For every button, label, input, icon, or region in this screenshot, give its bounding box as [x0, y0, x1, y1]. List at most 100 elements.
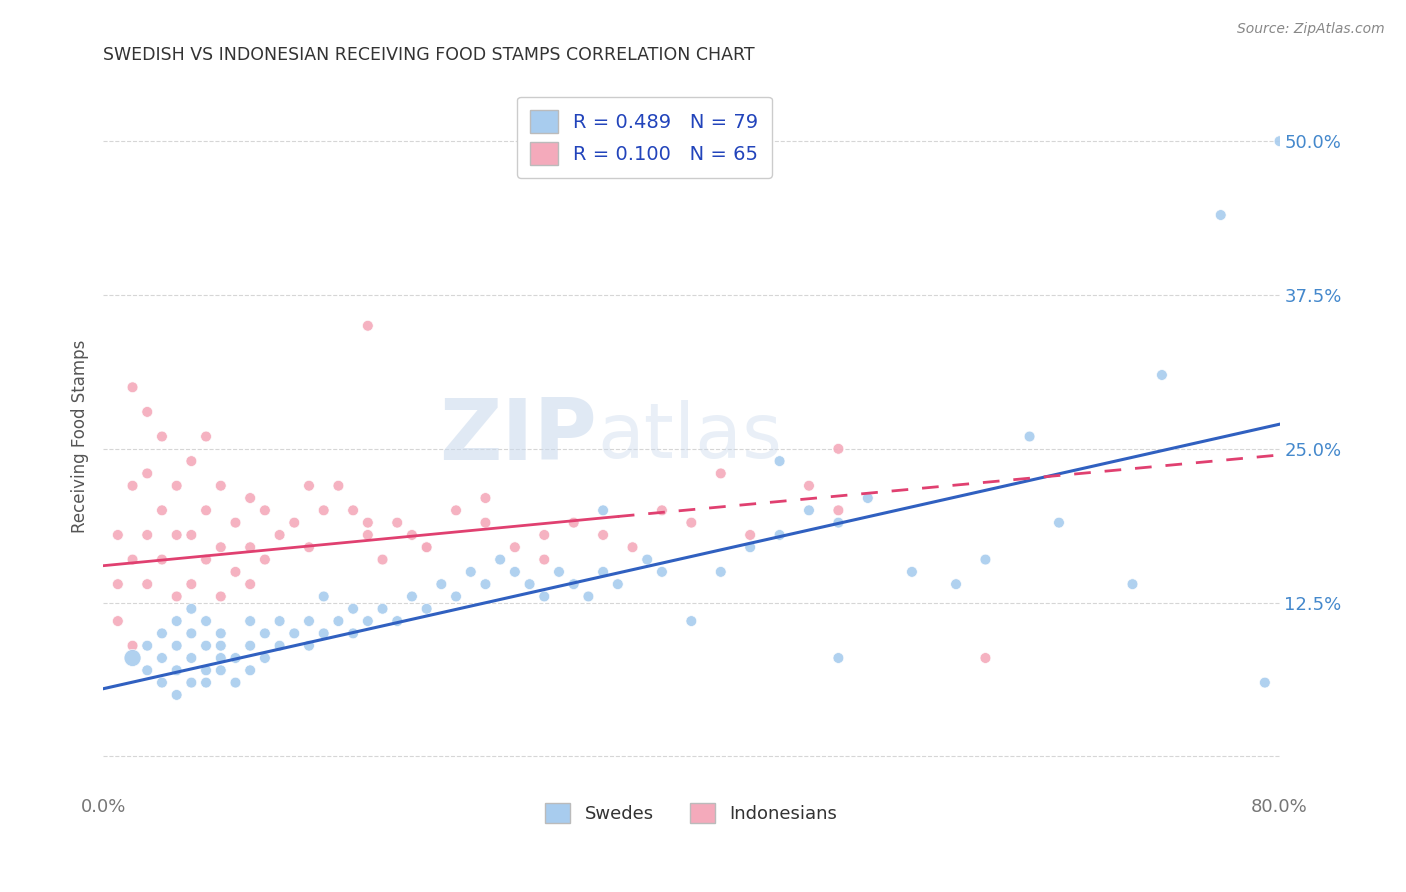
Point: [239, 639, 262, 653]
Point: [371, 552, 394, 566]
Point: [1254, 675, 1277, 690]
Legend: Swedes, Indonesians: Swedes, Indonesians: [534, 792, 848, 834]
Point: [503, 565, 526, 579]
Point: [562, 577, 585, 591]
Point: [797, 503, 820, 517]
Point: [797, 479, 820, 493]
Point: [195, 663, 218, 677]
Point: [401, 590, 423, 604]
Point: [253, 626, 276, 640]
Point: [121, 651, 143, 665]
Point: [503, 541, 526, 555]
Point: [1209, 208, 1232, 222]
Point: [209, 479, 232, 493]
Text: SWEDISH VS INDONESIAN RECEIVING FOOD STAMPS CORRELATION CHART: SWEDISH VS INDONESIAN RECEIVING FOOD STA…: [103, 46, 755, 64]
Point: [474, 516, 496, 530]
Point: [651, 565, 673, 579]
Point: [195, 429, 218, 443]
Point: [357, 528, 380, 542]
Text: Source: ZipAtlas.com: Source: ZipAtlas.com: [1237, 22, 1385, 37]
Point: [371, 601, 394, 615]
Point: [298, 541, 321, 555]
Point: [357, 516, 380, 530]
Point: [548, 565, 571, 579]
Point: [357, 614, 380, 628]
Point: [224, 651, 246, 665]
Point: [342, 503, 364, 517]
Point: [533, 590, 555, 604]
Text: ZIP: ZIP: [440, 395, 598, 478]
Point: [195, 552, 218, 566]
Point: [136, 639, 159, 653]
Point: [312, 503, 335, 517]
Point: [121, 552, 143, 566]
Point: [415, 541, 437, 555]
Point: [576, 590, 599, 604]
Point: [444, 503, 467, 517]
Point: [444, 590, 467, 604]
Point: [533, 552, 555, 566]
Point: [1150, 368, 1173, 382]
Point: [474, 577, 496, 591]
Point: [195, 639, 218, 653]
Point: [312, 626, 335, 640]
Point: [357, 318, 380, 333]
Point: [107, 528, 129, 542]
Point: [342, 626, 364, 640]
Point: [136, 663, 159, 677]
Point: [592, 528, 614, 542]
Point: [298, 639, 321, 653]
Point: [827, 442, 849, 456]
Point: [224, 516, 246, 530]
Point: [1018, 429, 1040, 443]
Point: [974, 552, 997, 566]
Point: [592, 503, 614, 517]
Point: [180, 601, 202, 615]
Point: [768, 454, 790, 468]
Point: [401, 528, 423, 542]
Point: [827, 503, 849, 517]
Point: [180, 454, 202, 468]
Point: [533, 528, 555, 542]
Point: [710, 467, 733, 481]
Point: [195, 503, 218, 517]
Point: [606, 577, 628, 591]
Point: [136, 528, 159, 542]
Point: [180, 626, 202, 640]
Point: [209, 663, 232, 677]
Point: [180, 651, 202, 665]
Point: [474, 491, 496, 505]
Point: [710, 565, 733, 579]
Point: [180, 577, 202, 591]
Point: [121, 639, 143, 653]
Y-axis label: Receiving Food Stamps: Receiving Food Stamps: [72, 340, 89, 533]
Point: [166, 639, 188, 653]
Point: [121, 380, 143, 394]
Point: [681, 516, 703, 530]
Point: [150, 503, 173, 517]
Point: [460, 565, 482, 579]
Point: [1268, 134, 1291, 148]
Point: [489, 552, 512, 566]
Point: [901, 565, 924, 579]
Point: [562, 516, 585, 530]
Point: [740, 541, 762, 555]
Point: [166, 528, 188, 542]
Point: [150, 651, 173, 665]
Point: [1121, 577, 1143, 591]
Point: [166, 688, 188, 702]
Point: [209, 590, 232, 604]
Point: [768, 528, 790, 542]
Point: [430, 577, 453, 591]
Point: [945, 577, 967, 591]
Point: [209, 651, 232, 665]
Point: [740, 528, 762, 542]
Point: [150, 429, 173, 443]
Point: [269, 639, 291, 653]
Point: [209, 626, 232, 640]
Point: [1047, 516, 1070, 530]
Point: [166, 590, 188, 604]
Point: [239, 663, 262, 677]
Point: [328, 479, 350, 493]
Point: [827, 651, 849, 665]
